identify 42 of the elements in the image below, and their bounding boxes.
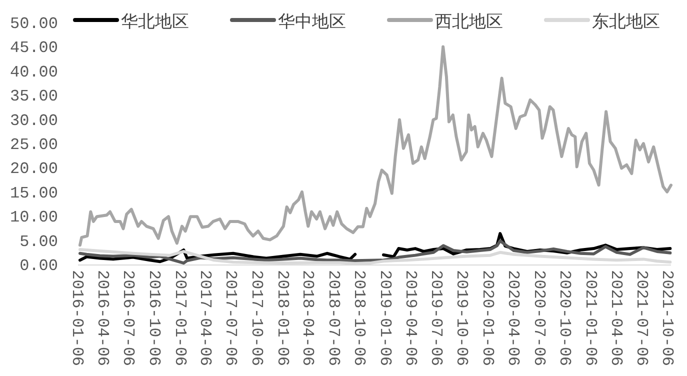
- x-tick-label: 2017-10-06: [248, 270, 266, 366]
- y-tick-label: 10.00: [10, 208, 58, 227]
- x-tick-label: 2016-01-06: [68, 270, 86, 366]
- x-tick-label: 2016-04-06: [94, 270, 112, 366]
- x-tick-label: 2016-10-06: [145, 270, 164, 366]
- x-tick-label: 2018-04-06: [298, 270, 317, 366]
- y-tick-label: 25.00: [10, 136, 58, 154]
- x-tick-label: 2017-01-06: [170, 270, 189, 366]
- x-tick-label: 2017-07-06: [222, 270, 240, 366]
- y-tick-label: 40.00: [10, 63, 58, 82]
- x-tick-label: 2020-10-06: [556, 270, 574, 366]
- x-tick-label: 2019-10-06: [452, 270, 471, 366]
- x-tick-label: 2016-07-06: [119, 270, 138, 366]
- x-tick-label: 2017-04-06: [196, 270, 214, 366]
- y-tick-label: 50.00: [10, 15, 58, 33]
- y-tick-label: 20.00: [10, 160, 58, 178]
- y-tick-label: 5.00: [20, 232, 58, 251]
- x-tick-label: 2018-01-06: [273, 270, 292, 366]
- x-tick-label: 2019-07-06: [426, 270, 445, 366]
- legend-label: 东北地区: [592, 12, 660, 32]
- x-tick-label: 2019-04-06: [401, 270, 420, 366]
- x-tick-label: 2020-01-06: [478, 270, 497, 366]
- y-tick-label: 45.00: [10, 39, 58, 58]
- x-tick-label: 2021-04-06: [606, 270, 625, 366]
- y-tick-label: 35.00: [10, 88, 58, 106]
- legend-label: 华中地区: [278, 12, 346, 32]
- x-tick-label: 2021-01-06: [581, 270, 600, 366]
- x-tick-label: 2020-07-06: [530, 270, 548, 366]
- y-tick-label: 15.00: [10, 184, 58, 202]
- line-series: [78, 248, 672, 266]
- x-tick-label: 2021-07-06: [632, 270, 650, 366]
- x-tick-label: 2019-01-06: [376, 270, 394, 366]
- y-tick-label: 30.00: [10, 112, 58, 130]
- x-tick-label: 2020-04-06: [504, 270, 522, 366]
- legend-label: 华北地区: [121, 12, 189, 32]
- line-series: [78, 239, 672, 265]
- legend-label: 西北地区: [435, 12, 503, 32]
- x-tick-label: 2018-10-06: [350, 270, 368, 366]
- x-tick-label: 2021-10-06: [658, 270, 676, 366]
- line-series: [78, 45, 672, 247]
- x-tick-label: 2018-07-06: [324, 270, 342, 366]
- y-tick-label: 0.00: [20, 257, 58, 275]
